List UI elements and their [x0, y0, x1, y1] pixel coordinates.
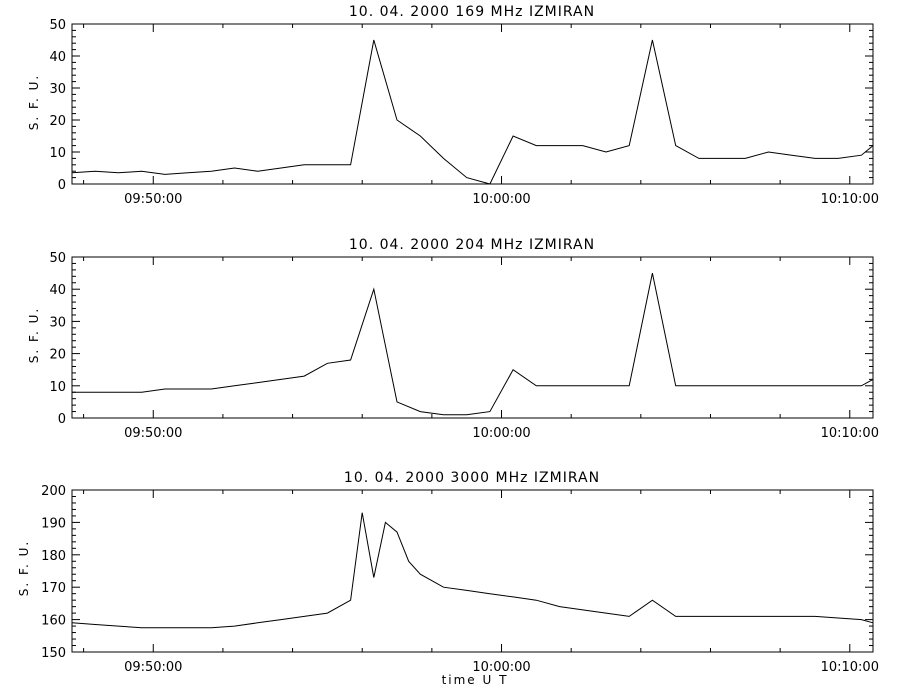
- panel-3000mhz-x-tick-label: 10:00:00: [472, 660, 530, 675]
- panel-169mhz-y-tick-label: 10: [49, 146, 66, 161]
- panel-3000mhz-y-tick-label: 200: [41, 484, 66, 499]
- panel-169mhz-series-line: [71, 39, 874, 185]
- panel-204mhz-series-line: [72, 272, 874, 416]
- panel-169mhz-y-axis-label: S. F. U.: [27, 74, 41, 130]
- panel-3000mhz-y-tick-label: 150: [41, 646, 66, 661]
- panel-169mhz-x-ticks: 09:50:00 10:00:00 10:10:00: [83, 24, 879, 207]
- panel-3000mhz-series-line: [71, 512, 874, 629]
- panel-169mhz-title: 10. 04. 2000 169 MHz IZMIRAN: [349, 4, 595, 20]
- panel-3000mhz-x-ticks: 09:50:00 10:00:00 10:10:00: [83, 490, 879, 675]
- panel-204mhz-y-tick-label: 0: [58, 412, 66, 427]
- panel-204mhz-y-axis-label: S. F. U.: [27, 307, 41, 363]
- panel-204mhz-y-tick-label: 40: [49, 283, 66, 298]
- panel-204mhz-y-tick-label: 10: [49, 380, 66, 395]
- panel-169mhz-y-tick-label: 30: [49, 82, 66, 97]
- panel-3000mhz-x-tick-label: 10:10:00: [821, 660, 879, 675]
- panel-204mhz-x-ticks: 09:50:00 10:00:00 10:10:00: [83, 257, 879, 441]
- panel-3000mhz-frame: [71, 489, 874, 653]
- panel-169mhz-x-tick-label: 10:10:00: [821, 192, 879, 207]
- panel-3000mhz: 10. 04. 2000 3000 MHz IZMIRAN S. F. U. 1…: [17, 470, 879, 675]
- panel-169mhz-y-ticks: 0 10 20 30 40 50: [49, 18, 873, 193]
- panel-204mhz-x-tick-label: 10:00:00: [472, 426, 530, 441]
- panel-3000mhz-y-tick-label: 170: [41, 581, 66, 596]
- panel-169mhz-y-tick-label: 20: [49, 114, 66, 129]
- panel-169mhz-y-tick-label: 50: [49, 18, 66, 33]
- x-axis-label: time U T: [442, 673, 509, 687]
- panel-169mhz-y-tick-label: 40: [49, 50, 66, 65]
- panel-169mhz-y-tick-label: 0: [58, 178, 66, 193]
- panel-204mhz-y-tick-label: 20: [49, 348, 66, 363]
- panel-3000mhz-y-tick-label: 190: [41, 516, 66, 531]
- panel-204mhz-x-tick-label: 10:10:00: [821, 426, 879, 441]
- panel-169mhz-x-tick-label: 09:50:00: [124, 192, 182, 207]
- panel-204mhz-x-tick-label: 09:50:00: [124, 426, 182, 441]
- panel-204mhz: 10. 04. 2000 204 MHz IZMIRAN S. F. U. 0 1…: [27, 237, 879, 441]
- panel-169mhz-x-tick-label: 10:00:00: [472, 192, 530, 207]
- panel-204mhz-y-ticks: 0 10 20 30 40 50: [49, 251, 873, 427]
- panel-204mhz-y-tick-label: 50: [49, 251, 66, 266]
- panel-3000mhz-x-tick-label: 09:50:00: [124, 660, 182, 675]
- panel-3000mhz-y-axis-label: S. F. U.: [17, 540, 31, 596]
- panel-204mhz-frame: [71, 256, 874, 419]
- panel-3000mhz-y-tick-label: 160: [41, 614, 66, 629]
- panel-204mhz-title: 10. 04. 2000 204 MHz IZMIRAN: [349, 237, 595, 253]
- panel-169mhz-frame: [71, 23, 874, 185]
- panel-3000mhz-y-ticks: 150 160 170 180 190 200: [41, 484, 873, 661]
- panel-169mhz: 10. 04. 2000 169 MHz IZMIRAN S. F. U. 0 1…: [27, 4, 879, 207]
- panel-3000mhz-title: 10. 04. 2000 3000 MHz IZMIRAN: [344, 470, 600, 486]
- panel-204mhz-y-tick-label: 30: [49, 315, 66, 330]
- panel-3000mhz-y-tick-label: 180: [41, 549, 66, 564]
